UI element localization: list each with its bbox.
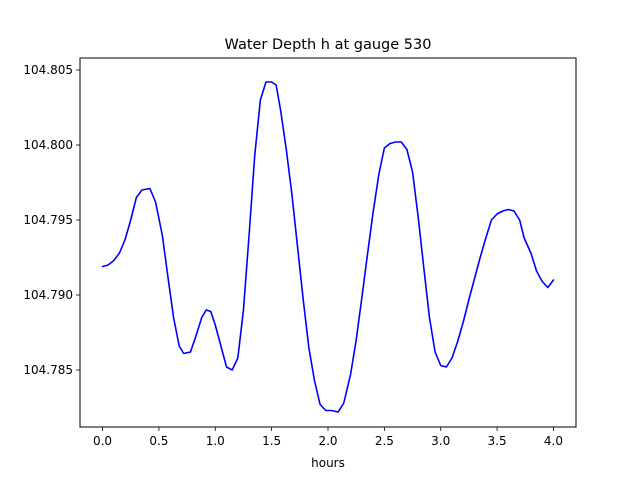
y-tick-label: 104.800 (23, 138, 73, 152)
y-axis: 104.785 104.790 104.795 104.800 104.805 (23, 63, 80, 377)
plot-background (80, 58, 576, 427)
series-layer (101, 81, 555, 413)
x-axis: 0.0 0.5 1.0 1.5 2.0 2.5 3.0 3.5 4.0 (93, 427, 563, 448)
x-tick-label: 2.5 (375, 434, 394, 448)
y-tick-label: 104.795 (23, 213, 73, 227)
chart-title: Water Depth h at gauge 530 (225, 37, 432, 53)
x-tick-label: 4.0 (544, 434, 563, 448)
y-tick-label: 104.805 (23, 63, 73, 77)
x-tick-label: 2.0 (318, 434, 337, 448)
x-tick-label: 3.5 (488, 434, 507, 448)
x-axis-label: hours (311, 456, 345, 470)
y-tick-label: 104.790 (23, 288, 73, 302)
x-tick-label: 1.0 (206, 434, 225, 448)
x-tick-label: 3.0 (431, 434, 450, 448)
x-tick-label: 0.5 (149, 434, 168, 448)
x-tick-label: 1.5 (262, 434, 281, 448)
series-line-0 (101, 81, 555, 413)
x-tick-label: 0.0 (93, 434, 112, 448)
y-tick-label: 104.785 (23, 363, 73, 377)
